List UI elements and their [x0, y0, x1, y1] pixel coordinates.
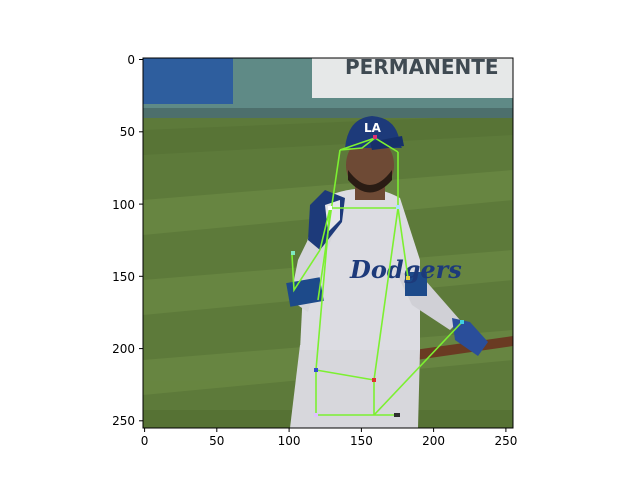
y-axis	[139, 59, 143, 422]
y-tick-label: 250	[112, 414, 135, 428]
skeleton-hips	[315, 369, 375, 381]
y-tick-label: 50	[120, 125, 135, 139]
cap-brim	[370, 136, 404, 150]
skeleton-torso-right	[373, 207, 399, 381]
x-tick-label: 250	[494, 434, 517, 448]
skeleton-right-forearm	[373, 321, 463, 416]
skeleton-neck-left	[339, 137, 376, 151]
beard	[348, 170, 392, 193]
x-axis	[144, 428, 507, 432]
y-tick-label: 150	[112, 270, 135, 284]
pose-keypoints	[291, 135, 464, 417]
pants	[290, 345, 420, 428]
x-tick-label: 100	[278, 434, 301, 448]
x-tick-label: 150	[350, 434, 373, 448]
banner-white	[312, 58, 513, 98]
banner-blue	[143, 58, 233, 104]
right-sleeve-band	[405, 272, 427, 296]
head	[346, 137, 394, 193]
y-tick-label: 100	[112, 198, 135, 212]
wall-padding	[143, 108, 513, 118]
x-tick-label: 0	[141, 434, 149, 448]
cap-logo: LA	[364, 121, 382, 135]
y-tick-label: 0	[127, 53, 135, 67]
skeleton-torso-left	[315, 207, 331, 371]
left-sleeve-band	[286, 277, 324, 307]
skeleton-left-arm	[319, 207, 331, 251]
x-tick-label: 200	[422, 434, 445, 448]
right-glove	[452, 318, 488, 356]
pose-skeleton	[291, 137, 463, 416]
skeleton-right-upper	[397, 207, 409, 279]
y-tick-label: 200	[112, 342, 135, 356]
banner-text: PERMANENTE	[345, 55, 499, 79]
skeleton-left-forearm	[291, 249, 321, 293]
axes-frame	[142, 57, 514, 429]
x-tick-label: 50	[209, 434, 224, 448]
photo: PERMANENTE	[143, 55, 513, 428]
